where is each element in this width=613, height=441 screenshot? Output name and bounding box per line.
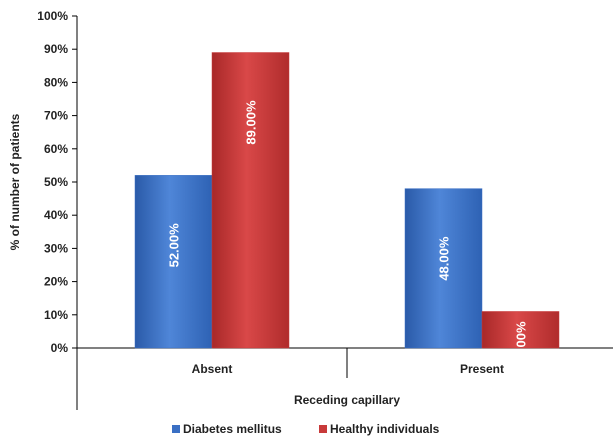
y-tick-label: 60% xyxy=(44,142,68,156)
y-tick-label: 70% xyxy=(44,109,68,123)
legend-swatch-diabetes xyxy=(172,425,180,433)
data-label: 48.00% xyxy=(437,236,452,281)
axes: 0% 10% 20% 30% 40% 50% 60% 70% 80% 90% 100% % of nu… xyxy=(8,9,613,410)
bar-diabetes-absent xyxy=(134,175,213,349)
y-tick-label: 90% xyxy=(44,42,68,56)
y-tick-label: 80% xyxy=(44,75,68,89)
y-tick-label: 30% xyxy=(44,241,68,255)
data-labels: 52.00% 48.00% 89.00% 11.00% xyxy=(167,100,529,365)
bar-healthy-absent xyxy=(211,52,290,349)
x-category-label: Present xyxy=(460,362,504,376)
y-tick-label: 100% xyxy=(37,9,68,23)
y-axis-title: % of number of patients xyxy=(8,113,22,250)
data-label: 52.00% xyxy=(167,223,182,268)
data-label: 11.00% xyxy=(514,321,529,365)
y-tick-label: 40% xyxy=(44,208,68,222)
x-axis-title: Receding capillary xyxy=(294,393,400,407)
y-tick-label: 0% xyxy=(51,341,69,355)
y-tick-label: 50% xyxy=(44,175,68,189)
legend-label: Diabetes mellitus xyxy=(183,422,282,436)
y-tick-label: 20% xyxy=(44,275,68,289)
legend: Diabetes mellitus Healthy individuals xyxy=(172,422,440,436)
x-category-label: Absent xyxy=(192,362,233,376)
bars xyxy=(134,52,560,349)
y-tick-label: 10% xyxy=(44,308,68,322)
data-label: 89.00% xyxy=(244,100,259,145)
legend-swatch-healthy xyxy=(319,425,327,433)
legend-label: Healthy individuals xyxy=(330,422,440,436)
bar-diabetes-present xyxy=(404,188,483,349)
bar-healthy-present xyxy=(481,311,560,349)
